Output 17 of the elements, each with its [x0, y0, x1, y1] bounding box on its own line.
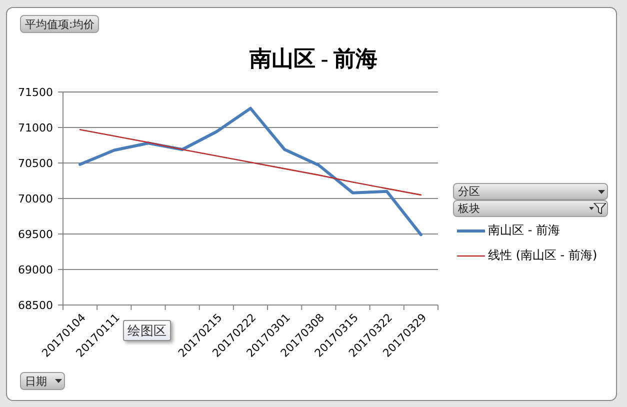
y-tick-label: 70000: [18, 192, 53, 206]
y-tick-label: 71000: [18, 121, 53, 134]
line-series: [78, 106, 422, 236]
y-tick-label: 70500: [18, 156, 53, 170]
legend-label: 南山区 - 前海: [488, 222, 560, 239]
field-button: 平均值项:均价: [20, 15, 99, 33]
tooltip-box: 绘图区: [123, 320, 171, 341]
chart-title: 南山区 - 前海: [249, 46, 378, 71]
y-tick-label: 69000: [18, 263, 53, 276]
field-button: 板块: [453, 200, 608, 217]
field-button: 分区: [453, 183, 608, 200]
y-tick-label: 71500: [18, 86, 53, 99]
y-tick-label: 69500: [18, 228, 53, 241]
field-button: 日期: [20, 372, 65, 390]
legend-label: 线性 (南山区 - 前海): [488, 247, 598, 264]
y-tick-label: 68500: [18, 298, 53, 312]
line-series: [79, 128, 422, 196]
